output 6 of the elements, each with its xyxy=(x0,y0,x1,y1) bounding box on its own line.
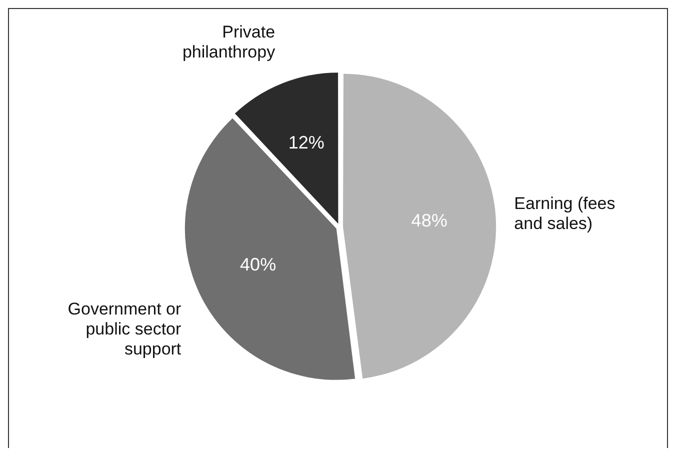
slice-label: Government or public sector support xyxy=(68,300,182,359)
slice-label: Private philanthropy xyxy=(182,22,276,62)
slice-label: Earning (fees and sales) xyxy=(514,194,616,234)
data-label: 40% xyxy=(240,254,276,274)
data-label: 12% xyxy=(288,132,324,152)
data-label: 48% xyxy=(411,210,448,230)
